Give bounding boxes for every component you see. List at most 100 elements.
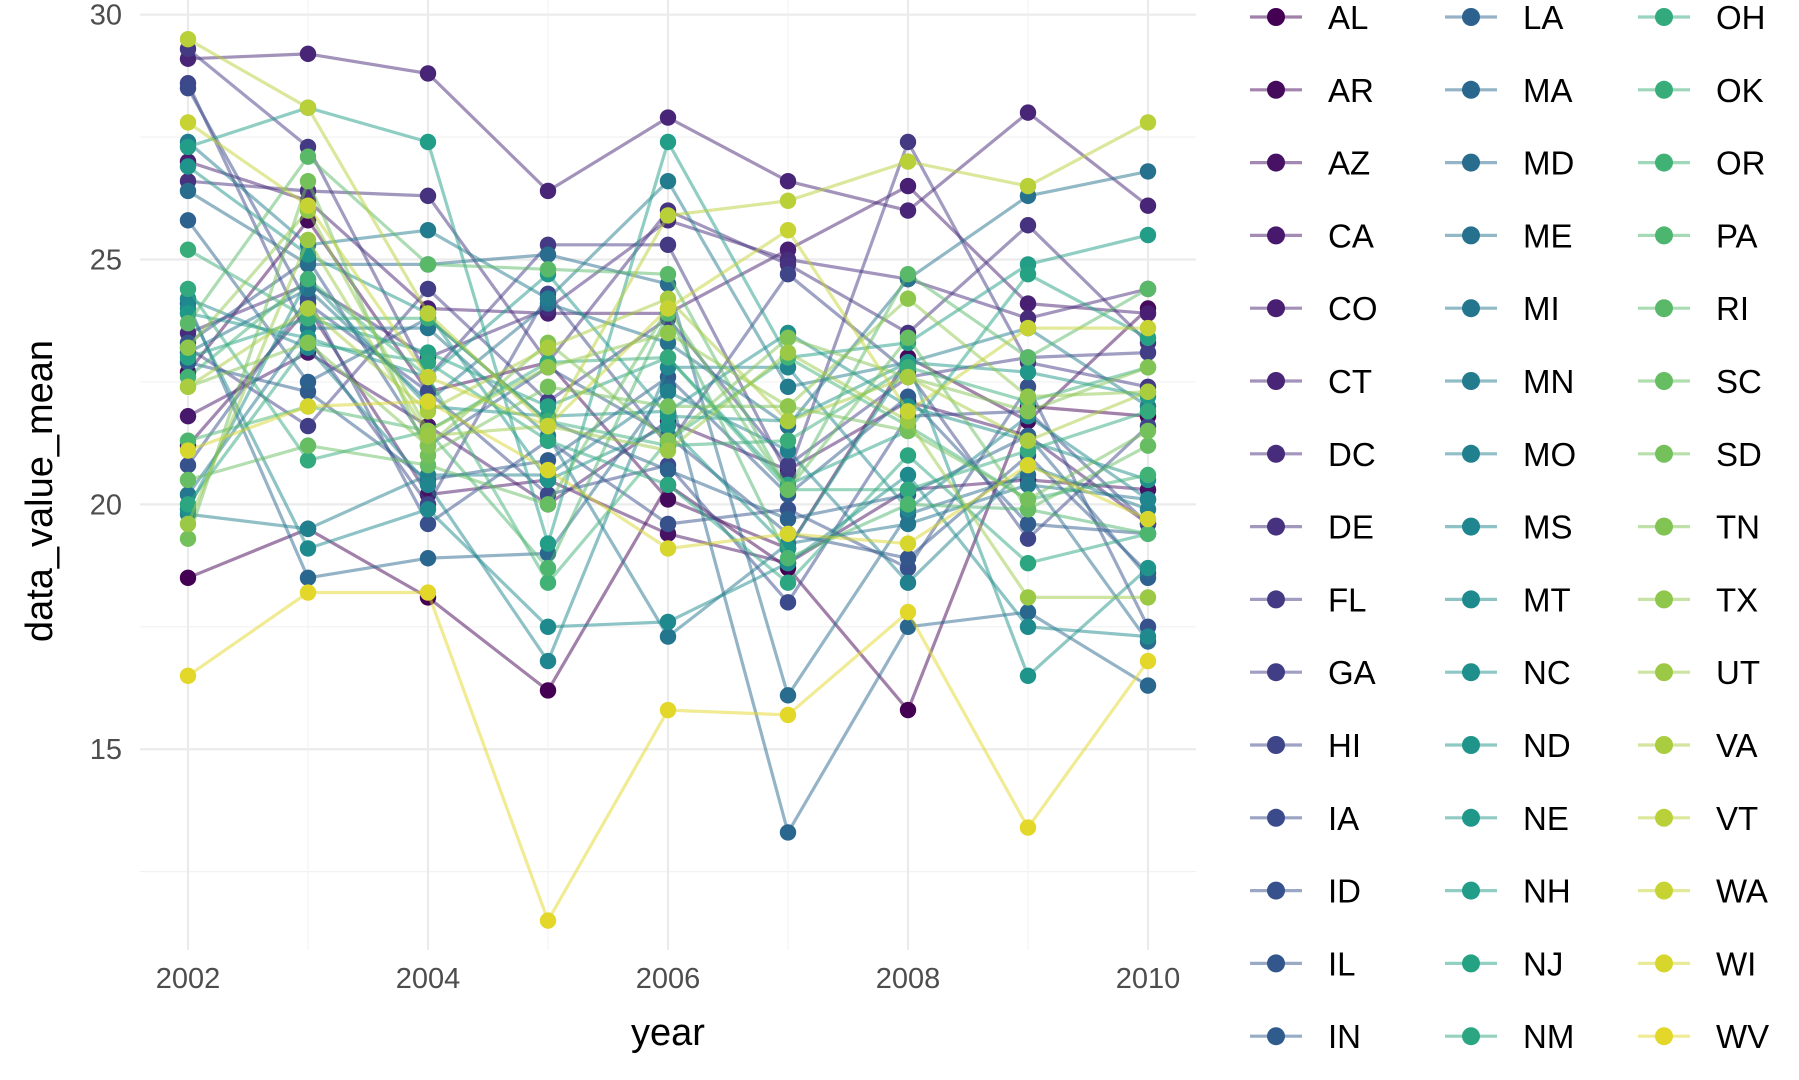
legend-key-point [1655, 590, 1673, 609]
legend-key-point [1655, 372, 1673, 390]
data-point [1139, 677, 1157, 694]
data-point [1139, 422, 1157, 440]
legend-item-al: AL [1250, 0, 1368, 36]
legend-key-point [1267, 881, 1285, 900]
data-point [539, 535, 557, 552]
data-point [419, 476, 437, 493]
data-point [179, 114, 197, 131]
data-point [659, 266, 677, 283]
data-point [1019, 319, 1037, 337]
data-point [179, 442, 197, 459]
legend-key-point [1655, 8, 1673, 26]
legend-key-point [1655, 954, 1673, 973]
legend-key-point [1462, 444, 1480, 463]
legend-item-ne: NE [1445, 800, 1569, 837]
data-point [299, 197, 317, 214]
x-tick-label: 2006 [636, 963, 701, 995]
legend-label: MO [1523, 436, 1576, 473]
legend-label: IA [1328, 800, 1359, 837]
data-point [659, 300, 677, 317]
legend-label: NM [1523, 1018, 1574, 1055]
data-point [419, 133, 437, 151]
legend-item-ms: MS [1445, 509, 1573, 546]
legend-label: OH [1716, 0, 1766, 36]
data-point [179, 79, 197, 97]
legend-label: OK [1716, 72, 1764, 109]
data-point [299, 520, 317, 538]
data-point [779, 550, 797, 567]
series-va [179, 290, 1157, 449]
legend-item-ri: RI [1638, 290, 1749, 327]
data-point [1139, 491, 1157, 508]
data-point [179, 530, 197, 547]
data-point [179, 280, 197, 298]
data-point [1019, 618, 1037, 636]
legend-item-ok: OK [1638, 72, 1764, 109]
legend-label: NC [1523, 654, 1571, 691]
legend-label: CO [1328, 290, 1378, 327]
x-tick-label: 2002 [156, 963, 221, 995]
data-point [179, 408, 197, 425]
legend-key-point [1462, 954, 1480, 973]
data-point [299, 334, 317, 351]
data-point [1139, 466, 1157, 484]
legend-label: ME [1523, 217, 1573, 254]
data-point [1019, 589, 1037, 606]
legend-key-point [1267, 1027, 1285, 1046]
data-point [779, 687, 797, 704]
data-point [1139, 403, 1157, 420]
data-point [659, 398, 677, 415]
legend-key-point [1267, 153, 1285, 172]
data-point [899, 133, 917, 151]
legend-label: SC [1716, 363, 1762, 400]
axis-layer: 15 20 25 30 2002 2004 2006 2008 2010 [90, 0, 1181, 995]
legend-label: GA [1328, 654, 1376, 691]
data-point [299, 99, 317, 116]
data-point [419, 280, 437, 298]
data-point [179, 158, 197, 175]
legend-item-nj: NJ [1445, 945, 1563, 982]
data-point [779, 574, 797, 591]
data-point [659, 109, 677, 126]
series-ri [179, 148, 1157, 498]
legend-item-az: AZ [1250, 145, 1370, 182]
legend-item-nd: ND [1445, 727, 1571, 764]
data-point [779, 510, 797, 528]
legend-label: WV [1716, 1018, 1769, 1055]
data-point [539, 574, 557, 591]
series-layer [179, 30, 1157, 929]
data-point [539, 261, 557, 278]
data-point [179, 212, 197, 229]
legend-label: IL [1328, 945, 1356, 982]
data-point [1019, 530, 1037, 547]
data-point [659, 172, 677, 190]
legend-label: IN [1328, 1018, 1361, 1055]
data-point [539, 912, 557, 929]
data-point [1019, 667, 1037, 684]
y-tick-label: 25 [90, 245, 122, 277]
data-point [299, 373, 317, 391]
data-point [419, 305, 437, 322]
data-point [1139, 559, 1157, 577]
data-point [299, 398, 317, 415]
data-point [659, 461, 677, 479]
legend-key-point [1462, 517, 1480, 536]
data-point [539, 378, 557, 396]
legend-label: RI [1716, 290, 1749, 327]
legend-label: VA [1716, 727, 1758, 764]
data-point [1019, 349, 1037, 366]
data-point [1019, 177, 1037, 195]
data-point [659, 236, 677, 254]
data-point [419, 354, 437, 371]
series-wv [179, 584, 1157, 929]
legend-label: ID [1328, 873, 1361, 910]
data-point [179, 515, 197, 533]
data-point [1139, 280, 1157, 298]
legend-key-point [1462, 153, 1480, 172]
legend-item-vt: VT [1638, 800, 1758, 837]
legend-key-point [1267, 663, 1285, 682]
legend-item-ca: CA [1250, 217, 1374, 254]
legend-label: ND [1523, 727, 1571, 764]
data-point [539, 246, 557, 263]
data-point [299, 45, 317, 63]
